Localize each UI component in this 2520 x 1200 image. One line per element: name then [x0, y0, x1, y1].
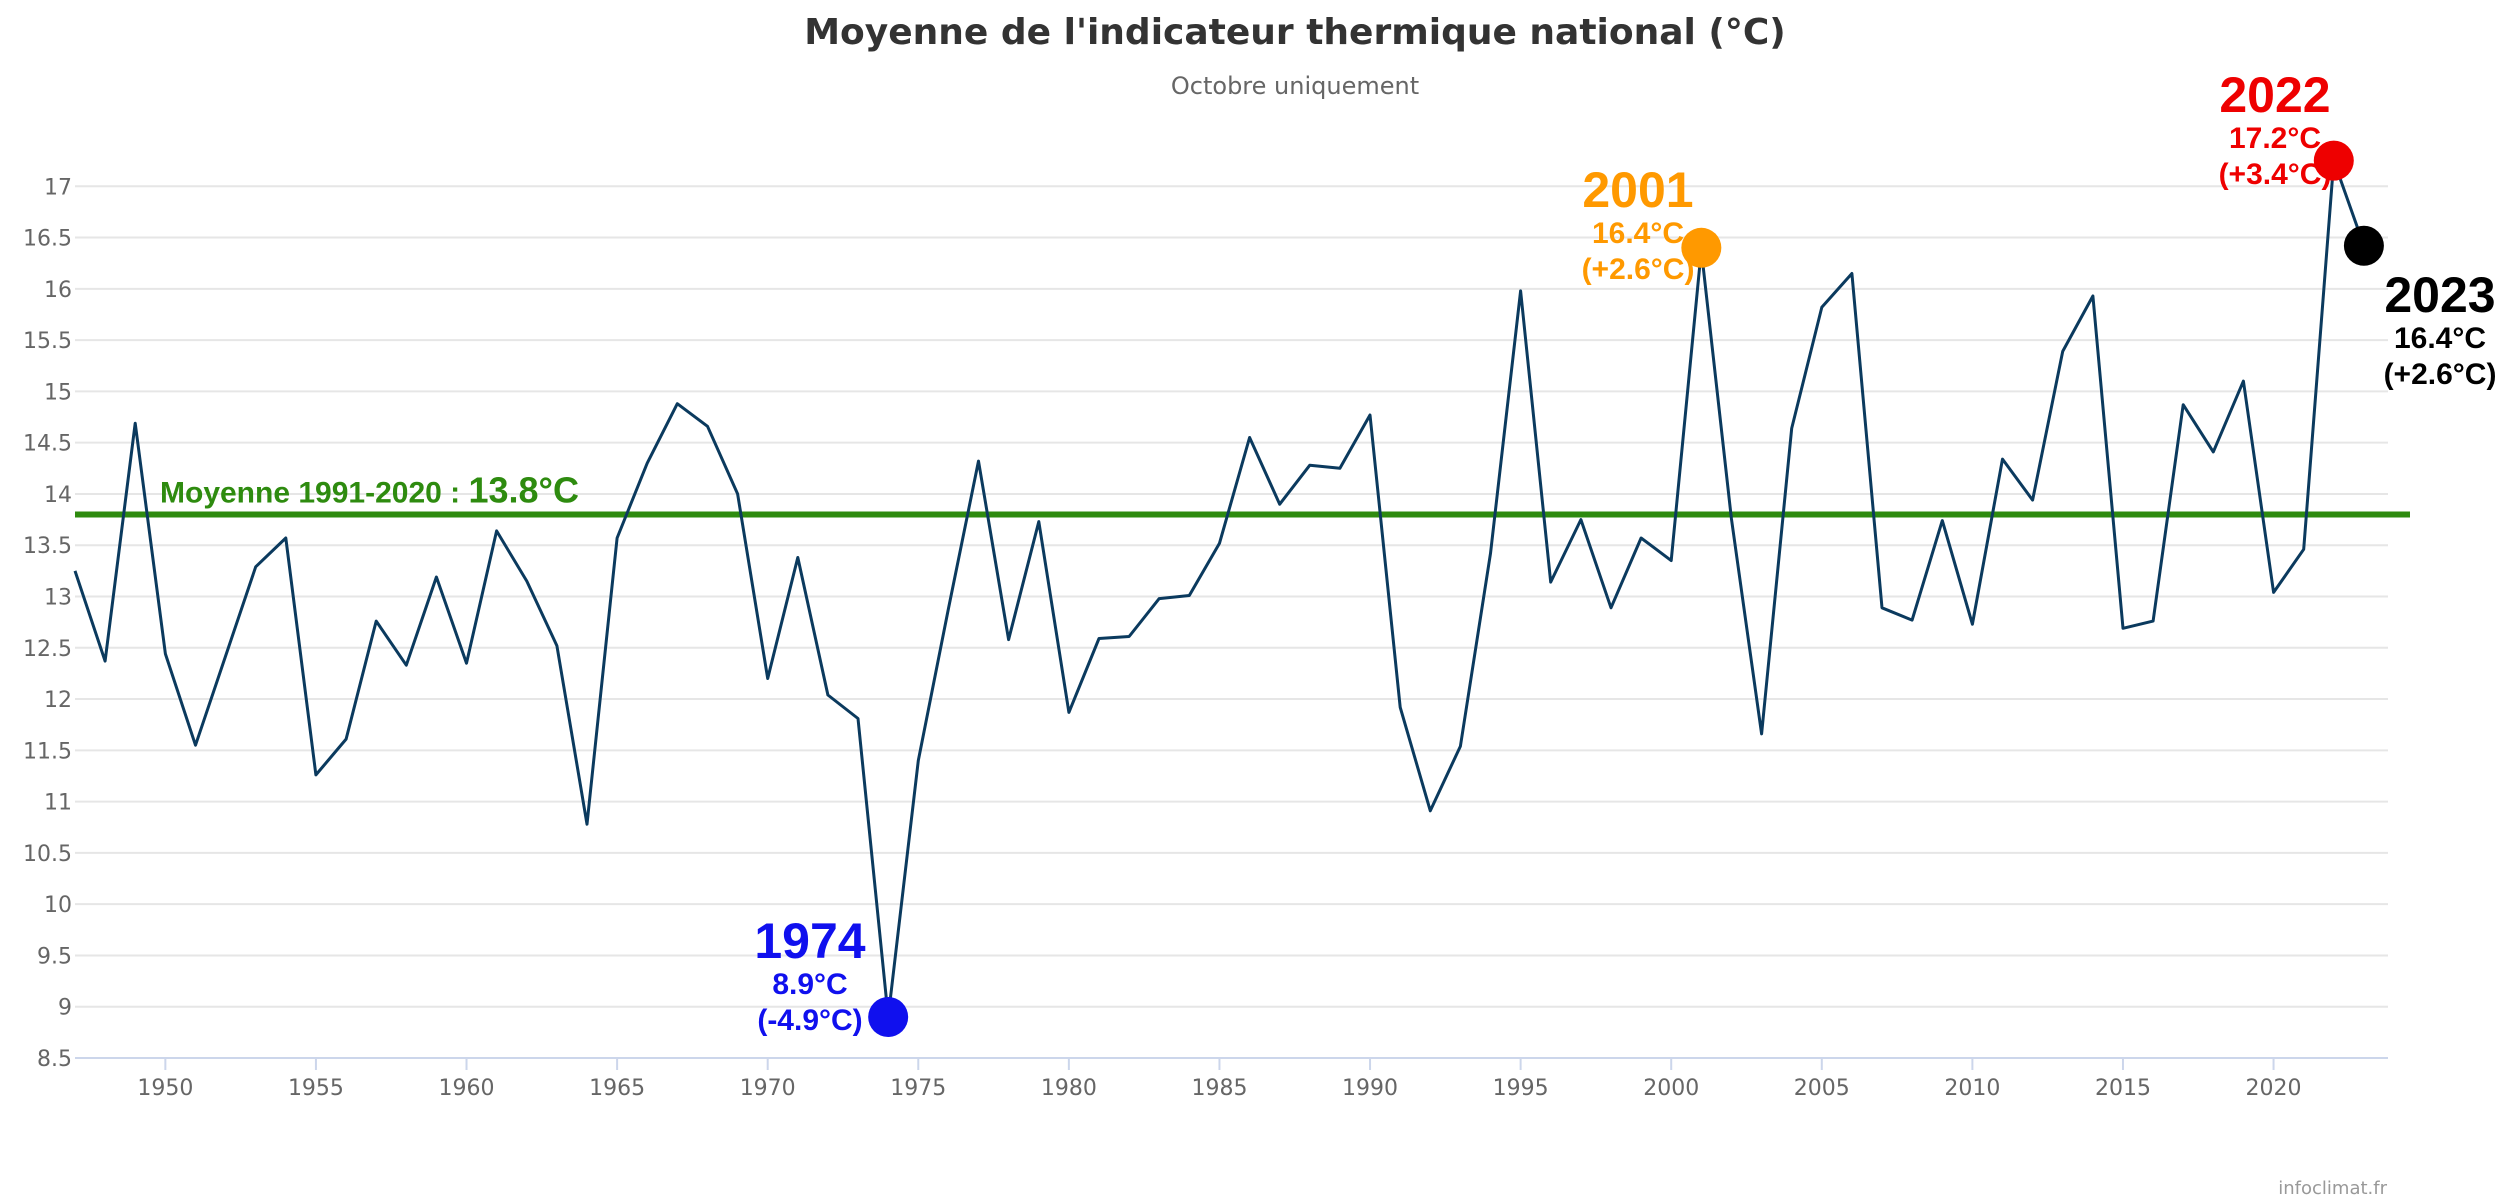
x-tick-label: 2015: [2095, 1076, 2151, 1101]
x-tick-label: 2005: [1794, 1076, 1850, 1101]
highlight-year-label-2023: 2023: [2384, 267, 2495, 323]
y-tick-label: 9: [58, 996, 72, 1021]
highlight-value-label-1974: 8.9°C: [772, 968, 847, 1001]
highlight-anomaly-label-2022: (+3.4°C): [2219, 158, 2332, 191]
highlight-group: 19748.9°C(-4.9°C)200116.4°C(+2.6°C)20221…: [754, 67, 2496, 1037]
reference-line-label: Moyenne 1991-2020 : 13.8°C: [160, 469, 579, 510]
y-tick-label: 16: [44, 278, 72, 303]
x-tick-label: 2010: [1944, 1076, 2000, 1101]
highlight-year-label-2022: 2022: [2219, 67, 2330, 123]
y-tick-label: 10: [44, 893, 72, 918]
series-line: [73, 159, 2366, 1019]
highlight-point-2022: [2313, 140, 2354, 181]
y-tick-label: 13: [44, 586, 72, 611]
highlight-point-2023: [2343, 225, 2384, 266]
y-tick-label: 15: [44, 380, 72, 405]
x-tick-label: 1980: [1041, 1076, 1097, 1101]
y-tick-label: 17: [44, 175, 72, 200]
axes: 8.5 9 9.5 10 10.5 11 11.5 12 12.5 13 13.5 14 14.5 15 1…: [23, 175, 2388, 1101]
x-tick-label: 2020: [2246, 1076, 2302, 1101]
highlight-anomaly-label-1974: (-4.9°C): [757, 1004, 862, 1037]
y-tick-label: 11: [44, 791, 72, 816]
y-tick-label: 14: [44, 483, 72, 508]
highlight-point-2001: [1681, 227, 1722, 268]
x-tick-label: 1995: [1493, 1076, 1549, 1101]
highlight-value-label-2001: 16.4°C: [1592, 217, 1684, 250]
chart-credit[interactable]: infoclimat.fr: [2278, 1178, 2387, 1199]
x-tick-label: 1960: [439, 1076, 495, 1101]
x-tick-label: 1985: [1191, 1076, 1247, 1101]
reference-line-group: Moyenne 1991-2020 : 13.8°C: [75, 469, 2410, 518]
y-tick-label: 8.5: [37, 1047, 72, 1072]
reference-line-label-prefix: Moyenne 1991-2020 :: [160, 476, 468, 509]
chart-subtitle: Octobre uniquement: [1170, 72, 1420, 100]
x-tick-label: 2000: [1643, 1076, 1699, 1101]
series-group: [73, 159, 2366, 1019]
y-tick-label: 14.5: [23, 432, 72, 457]
x-tick-label: 1950: [137, 1076, 193, 1101]
highlight-year-label-2001: 2001: [1582, 162, 1693, 218]
x-tick-label: 1990: [1342, 1076, 1398, 1101]
x-tick-label: 1975: [890, 1076, 946, 1101]
y-tick-label: 11.5: [23, 739, 72, 764]
highlight-point-1974: [868, 996, 909, 1037]
reference-line-label-value: 13.8°C: [468, 469, 578, 510]
highlight-value-label-2022: 17.2°C: [2229, 122, 2321, 155]
y-tick-label: 12.5: [23, 637, 72, 662]
highlight-anomaly-label-2023: (+2.6°C): [2384, 358, 2497, 391]
x-tick-label: 1965: [589, 1076, 645, 1101]
x-tick-label: 1955: [288, 1076, 344, 1101]
y-tick-label: 15.5: [23, 329, 72, 354]
y-tick-label: 9.5: [37, 944, 72, 969]
highlight-year-label-1974: 1974: [754, 913, 865, 969]
x-tick-label: 1970: [740, 1076, 796, 1101]
highlight-anomaly-label-2001: (+2.6°C): [1582, 253, 1695, 286]
y-tick-label: 16.5: [23, 227, 72, 252]
y-tick-label: 10.5: [23, 842, 72, 867]
grid-lines: [75, 185, 2388, 1008]
y-tick-label: 13.5: [23, 534, 72, 559]
chart-title: Moyenne de l'indicateur thermique nation…: [804, 12, 1786, 53]
y-tick-label: 12: [44, 688, 72, 713]
highlight-value-label-2023: 16.4°C: [2394, 322, 2486, 355]
